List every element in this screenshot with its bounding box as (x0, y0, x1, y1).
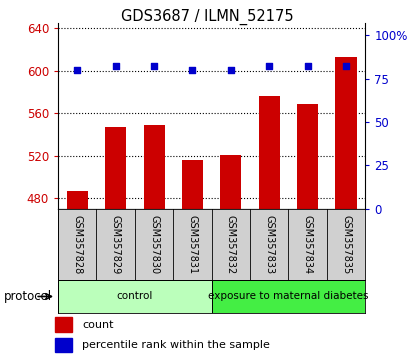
Bar (259, 96, 280, 209)
Bar (182, 160, 203, 209)
Point (112, 64, 119, 69)
Bar (105, 127, 126, 209)
Text: GSM357830: GSM357830 (149, 215, 159, 274)
Bar (212, 280, 365, 313)
Text: exposure to maternal diabetes: exposure to maternal diabetes (208, 291, 369, 302)
Point (151, 64, 157, 69)
Bar (144, 125, 165, 209)
Point (227, 67, 234, 73)
Point (343, 64, 349, 69)
Point (74, 67, 81, 73)
Text: GSM357835: GSM357835 (341, 215, 351, 274)
Text: GSM357828: GSM357828 (72, 215, 82, 274)
Point (304, 64, 311, 69)
Text: GSM357834: GSM357834 (303, 215, 312, 274)
Text: GSM357831: GSM357831 (188, 215, 198, 274)
Text: control: control (117, 291, 153, 302)
Text: protocol: protocol (4, 290, 52, 303)
Text: count: count (82, 320, 113, 330)
Text: GSM357832: GSM357832 (226, 215, 236, 274)
Text: percentile rank within the sample: percentile rank within the sample (82, 340, 270, 350)
Text: GDS3687 / ILMN_52175: GDS3687 / ILMN_52175 (121, 9, 294, 25)
Text: GSM357833: GSM357833 (264, 215, 274, 274)
Bar (55, 317, 71, 332)
Text: GSM357829: GSM357829 (111, 215, 121, 274)
Point (189, 67, 196, 73)
Bar (220, 155, 242, 209)
Bar (67, 191, 88, 209)
Bar (55, 338, 71, 352)
Bar (335, 57, 356, 209)
Point (266, 64, 273, 69)
Bar (297, 104, 318, 209)
Bar (58, 280, 212, 313)
